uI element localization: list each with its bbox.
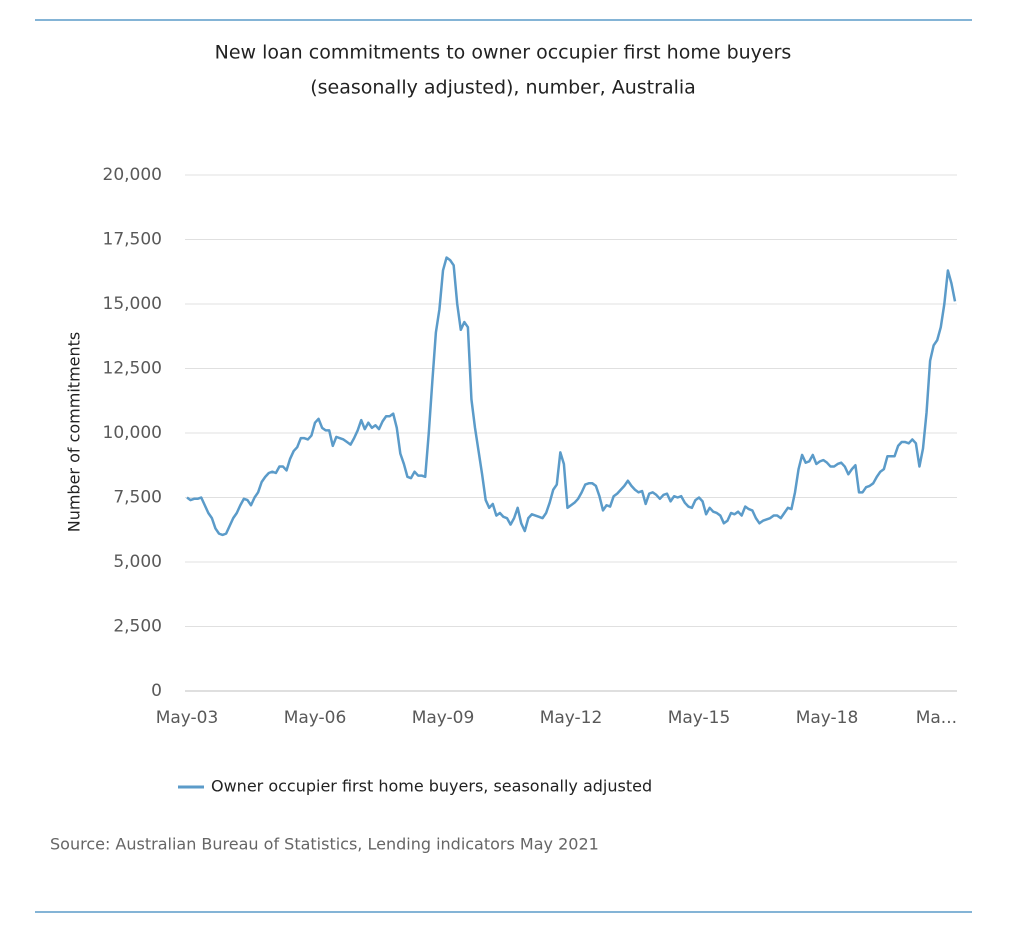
y-tick-label: 10,000	[103, 423, 162, 443]
legend-label: Owner occupier first home buyers, season…	[211, 777, 652, 796]
x-tick-label: May-06	[284, 708, 347, 728]
data-line	[186, 256, 957, 537]
source: Source: Australian Bureau of Statistics,…	[50, 835, 599, 854]
y-tick-label: 2,500	[113, 617, 162, 637]
chart-title: New loan commitments to owner occupier f…	[215, 42, 792, 64]
y-axis-label: Number of commitments	[65, 332, 84, 533]
y-tick-label: 5,000	[113, 552, 162, 572]
x-tick-label: May-18	[796, 708, 859, 728]
chart-title: (seasonally adjusted), number, Australia	[310, 77, 696, 99]
x-tick-label: Ma...	[916, 708, 957, 728]
y-tick-label: 15,000	[103, 294, 162, 314]
y-tick-label: 20,000	[103, 165, 162, 185]
y-tick-label: 17,500	[103, 230, 162, 250]
x-tick-label: May-03	[156, 708, 219, 728]
y-tick-label: 0	[151, 681, 162, 701]
y-tick-label: 7,500	[113, 488, 162, 508]
y-tick-label: 12,500	[103, 359, 162, 379]
x-tick-label: May-09	[412, 708, 475, 728]
x-tick-label: May-15	[668, 708, 731, 728]
x-tick-label: May-12	[540, 708, 603, 728]
